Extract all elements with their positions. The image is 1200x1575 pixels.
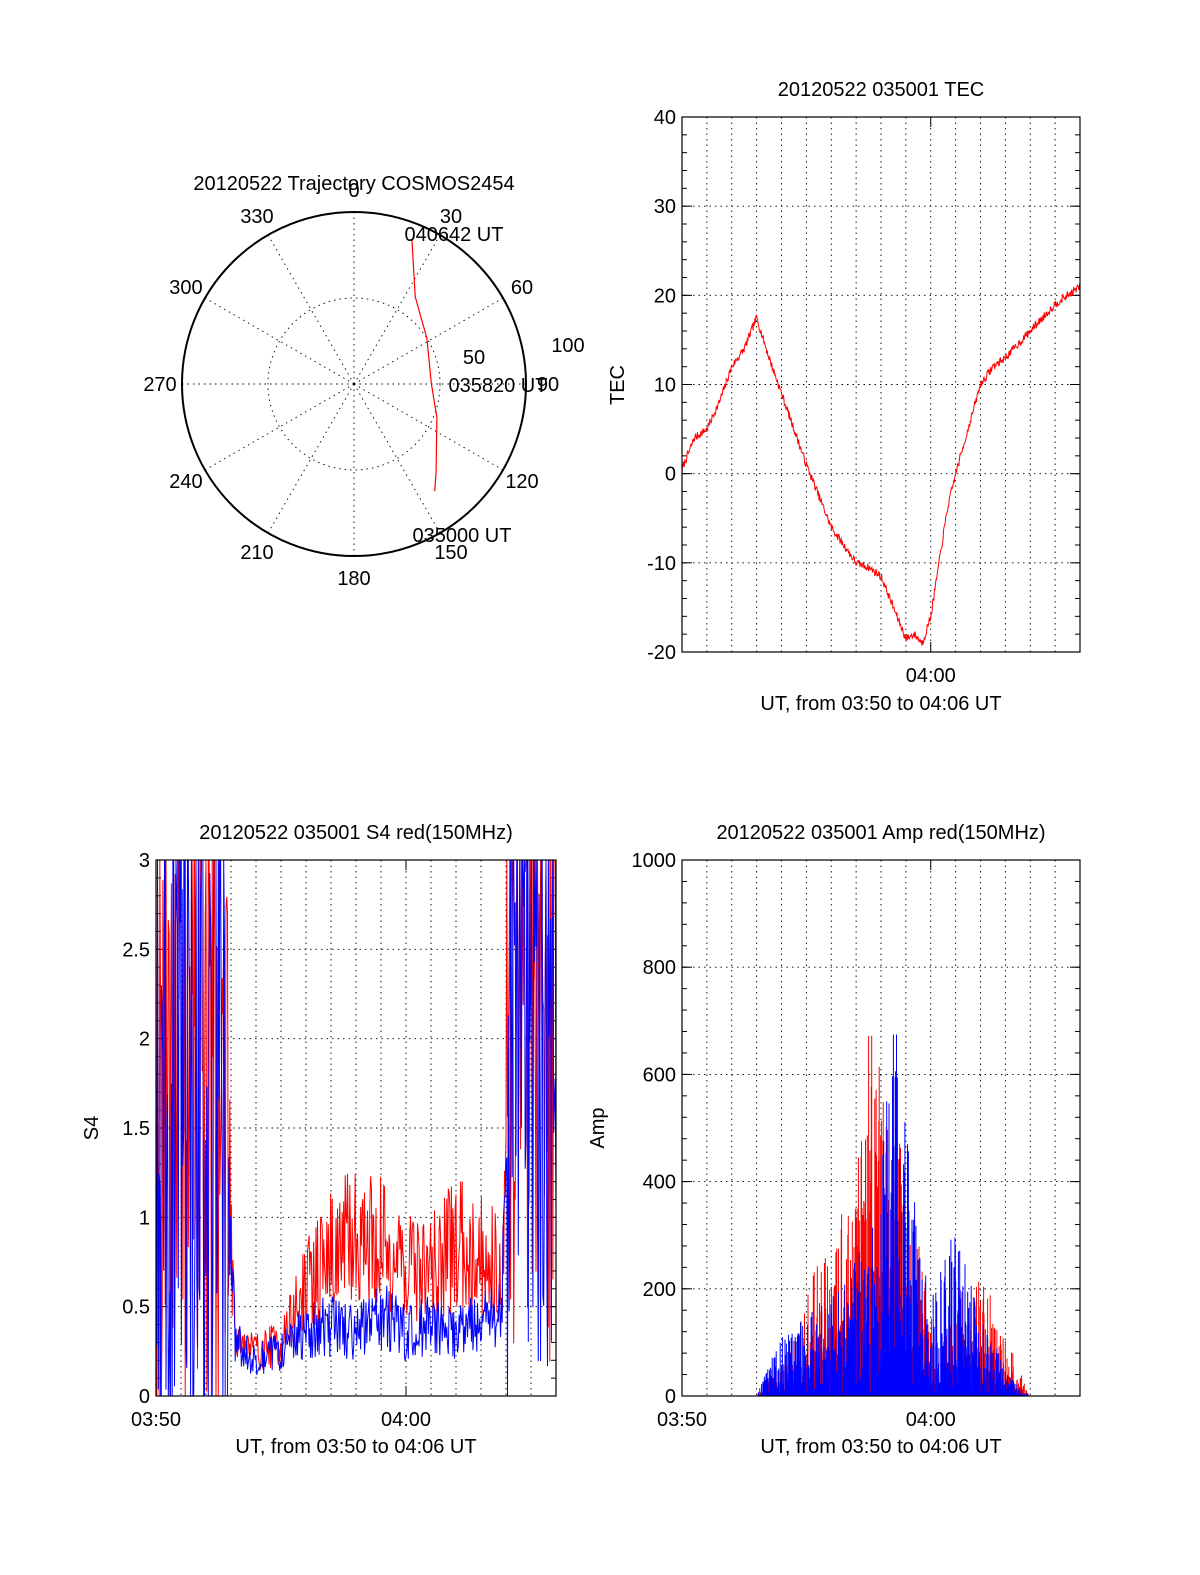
amp-ylabel: Amp <box>587 1107 609 1148</box>
amp-ytick-label: 0 <box>665 1386 676 1408</box>
s4-ytick-label: 1 <box>139 1207 150 1229</box>
s4-ytick-label: 2.5 <box>122 939 150 961</box>
tec-xlabel: UT, from 03:50 to 04:06 UT <box>760 693 1001 715</box>
s4-plot-frame <box>155 859 557 1397</box>
amp-title: 20120522 035001 Amp red(150MHz) <box>716 822 1045 844</box>
tec-ytick-label: 40 <box>654 107 676 129</box>
amp-ytick-label: 800 <box>643 957 676 979</box>
polar-spoke <box>353 383 441 534</box>
polar-azimuth-label: 150 <box>434 542 467 564</box>
polar-spoke <box>353 297 504 385</box>
tec-plot: 20120522 035001 TEC UT, from 03:50 to 04… <box>607 79 1081 715</box>
tec-series-1 <box>681 282 1081 646</box>
s4-ytick-label: 1.5 <box>122 1118 150 1140</box>
amp-xtick-label: 03:50 <box>657 1409 707 1431</box>
s4-ytick-label: 0.5 <box>122 1297 150 1319</box>
polar-azimuth-label: 300 <box>169 277 202 299</box>
s4-xtick-label: 04:00 <box>381 1409 431 1431</box>
polar-azimuth-label: 270 <box>143 374 176 396</box>
polar-azimuth-label: 120 <box>505 471 538 493</box>
polar-azimuth-label: 240 <box>169 471 202 493</box>
polar-azimuth-label: 90 <box>537 374 559 396</box>
tec-ytick-label: -20 <box>647 642 676 664</box>
polar-track-label: 040642 UT <box>405 224 504 246</box>
amp-xtick-label: 04:00 <box>906 1409 956 1431</box>
polar-azimuth-label: 180 <box>337 568 370 590</box>
amp-ytick-label: 1000 <box>632 850 677 872</box>
polar-spoke <box>204 297 355 385</box>
polar-inner-ring <box>267 297 441 471</box>
s4-xlabel: UT, from 03:50 to 04:06 UT <box>235 1436 476 1458</box>
polar-azimuth-label: 0 <box>348 180 359 202</box>
s4-ytick-label: 0 <box>139 1386 150 1408</box>
polar-track <box>411 240 438 492</box>
tec-plot-frame <box>681 116 1081 653</box>
amp-plot-frame <box>681 859 1081 1397</box>
s4-series-1 <box>155 859 557 1397</box>
s4-ytick-label: 3 <box>139 850 150 872</box>
polar-track-label: 035820 UT <box>449 375 548 397</box>
amp-ytick-label: 200 <box>643 1279 676 1301</box>
s4-ytick-label: 2 <box>139 1029 150 1051</box>
tec-ytick-label: -10 <box>647 553 676 575</box>
polar-azimuth-label: 210 <box>240 542 273 564</box>
polar-azimuth-label: 330 <box>240 206 273 228</box>
tec-ytick-label: 20 <box>654 285 676 307</box>
s4-xtick-label: 03:50 <box>131 1409 181 1431</box>
amp-ytick-label: 600 <box>643 1064 676 1086</box>
s4-series-2 <box>155 859 557 1397</box>
tec-title: 20120522 035001 TEC <box>778 79 984 101</box>
polar-azimuth-label: 60 <box>511 277 533 299</box>
polar-spoke <box>267 383 355 534</box>
polar-spoke <box>204 383 355 471</box>
amp-plot: 20120522 035001 Amp red(150MHz) UT, from… <box>587 822 1081 1458</box>
s4-title: 20120522 035001 S4 red(150MHz) <box>199 822 513 844</box>
tec-xtick-label: 04:00 <box>906 665 956 687</box>
polar-spoke <box>353 383 504 471</box>
tec-ylabel: TEC <box>607 365 629 405</box>
amp-series-2 <box>756 1034 1030 1396</box>
polar-title: 20120522 Trajectory COSMOS2454 <box>193 173 514 195</box>
amp-ytick-label: 400 <box>643 1172 676 1194</box>
polar-azimuth-label: 30 <box>440 206 462 228</box>
polar-spoke <box>353 234 441 385</box>
s4-ylabel: S4 <box>81 1116 103 1140</box>
tec-ytick-label: 0 <box>665 464 676 486</box>
tec-ytick-label: 10 <box>654 375 676 397</box>
polar-radial-label: 50 <box>463 347 485 369</box>
polar-radial-label: 100 <box>551 335 584 357</box>
s4-plot: 20120522 035001 S4 red(150MHz) UT, from … <box>81 822 557 1458</box>
tec-ytick-label: 30 <box>654 196 676 218</box>
amp-xlabel: UT, from 03:50 to 04:06 UT <box>760 1436 1001 1458</box>
polar-track-label: 035000 UT <box>413 525 512 547</box>
polar-plot: 20120522 Trajectory COSMOS2454 0 30 60 90 12… <box>143 173 584 590</box>
polar-spoke <box>267 234 355 385</box>
